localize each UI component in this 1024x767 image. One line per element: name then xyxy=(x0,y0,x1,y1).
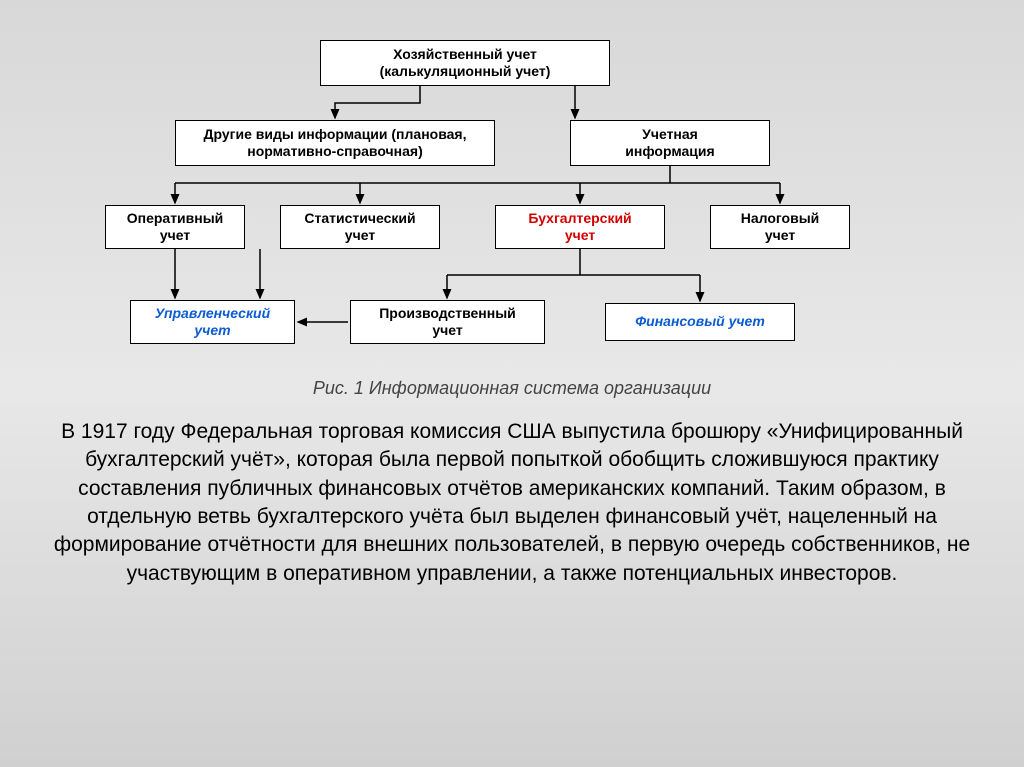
node-financial: Финансовый учет xyxy=(605,303,795,341)
node-operative: Оперативныйучет xyxy=(105,205,245,249)
node-accounting-info-label: Учетнаяинформация xyxy=(625,126,714,161)
body-paragraph-text: В 1917 году Федеральная торговая комисси… xyxy=(54,420,970,585)
node-production-label: Производственныйучет xyxy=(379,305,516,340)
node-management-label: Управленческийучет xyxy=(155,305,270,340)
figure-caption-text: Рис. 1 Информационная система организаци… xyxy=(313,378,711,398)
node-other-info: Другие виды информации (плановая,нормати… xyxy=(175,120,495,166)
node-tax-label: Налоговыйучет xyxy=(741,210,820,245)
node-statistical: Статистическийучет xyxy=(280,205,440,249)
node-production: Производственныйучет xyxy=(350,300,545,344)
slide: Хозяйственный учет(калькуляционный учет)… xyxy=(0,0,1024,767)
node-operative-label: Оперативныйучет xyxy=(127,210,224,245)
node-statistical-label: Статистическийучет xyxy=(304,210,415,245)
node-accounting-info: Учетнаяинформация xyxy=(570,120,770,166)
node-root-label: Хозяйственный учет(калькуляционный учет) xyxy=(380,46,551,81)
node-bookkeeping-label: Бухгалтерскийучет xyxy=(528,210,631,245)
node-bookkeeping: Бухгалтерскийучет xyxy=(495,205,665,249)
body-paragraph: В 1917 году Федеральная торговая комисси… xyxy=(42,418,982,588)
figure-caption: Рис. 1 Информационная система организаци… xyxy=(0,378,1024,399)
node-root: Хозяйственный учет(калькуляционный учет) xyxy=(320,40,610,86)
node-financial-label: Финансовый учет xyxy=(635,313,765,331)
node-other-info-label: Другие виды информации (плановая,нормати… xyxy=(204,126,467,161)
node-management: Управленческийучет xyxy=(130,300,295,344)
node-tax: Налоговыйучет xyxy=(710,205,850,249)
